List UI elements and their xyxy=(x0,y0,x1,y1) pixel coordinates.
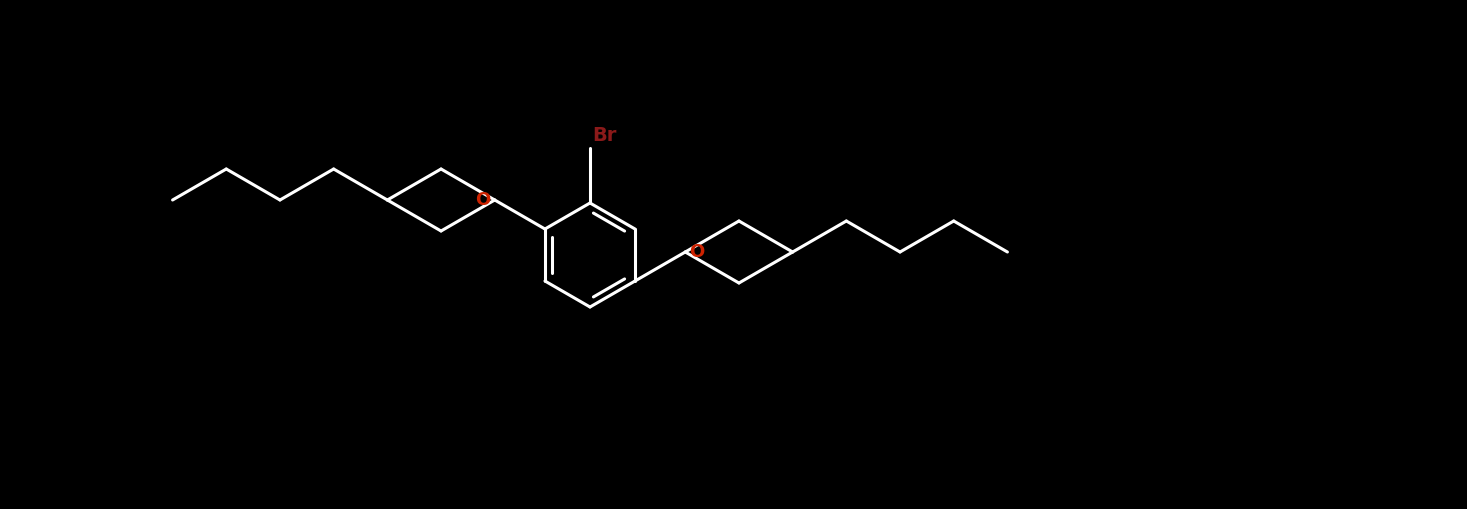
Text: O: O xyxy=(689,243,704,261)
Text: O: O xyxy=(475,191,491,209)
Text: Br: Br xyxy=(593,126,616,145)
